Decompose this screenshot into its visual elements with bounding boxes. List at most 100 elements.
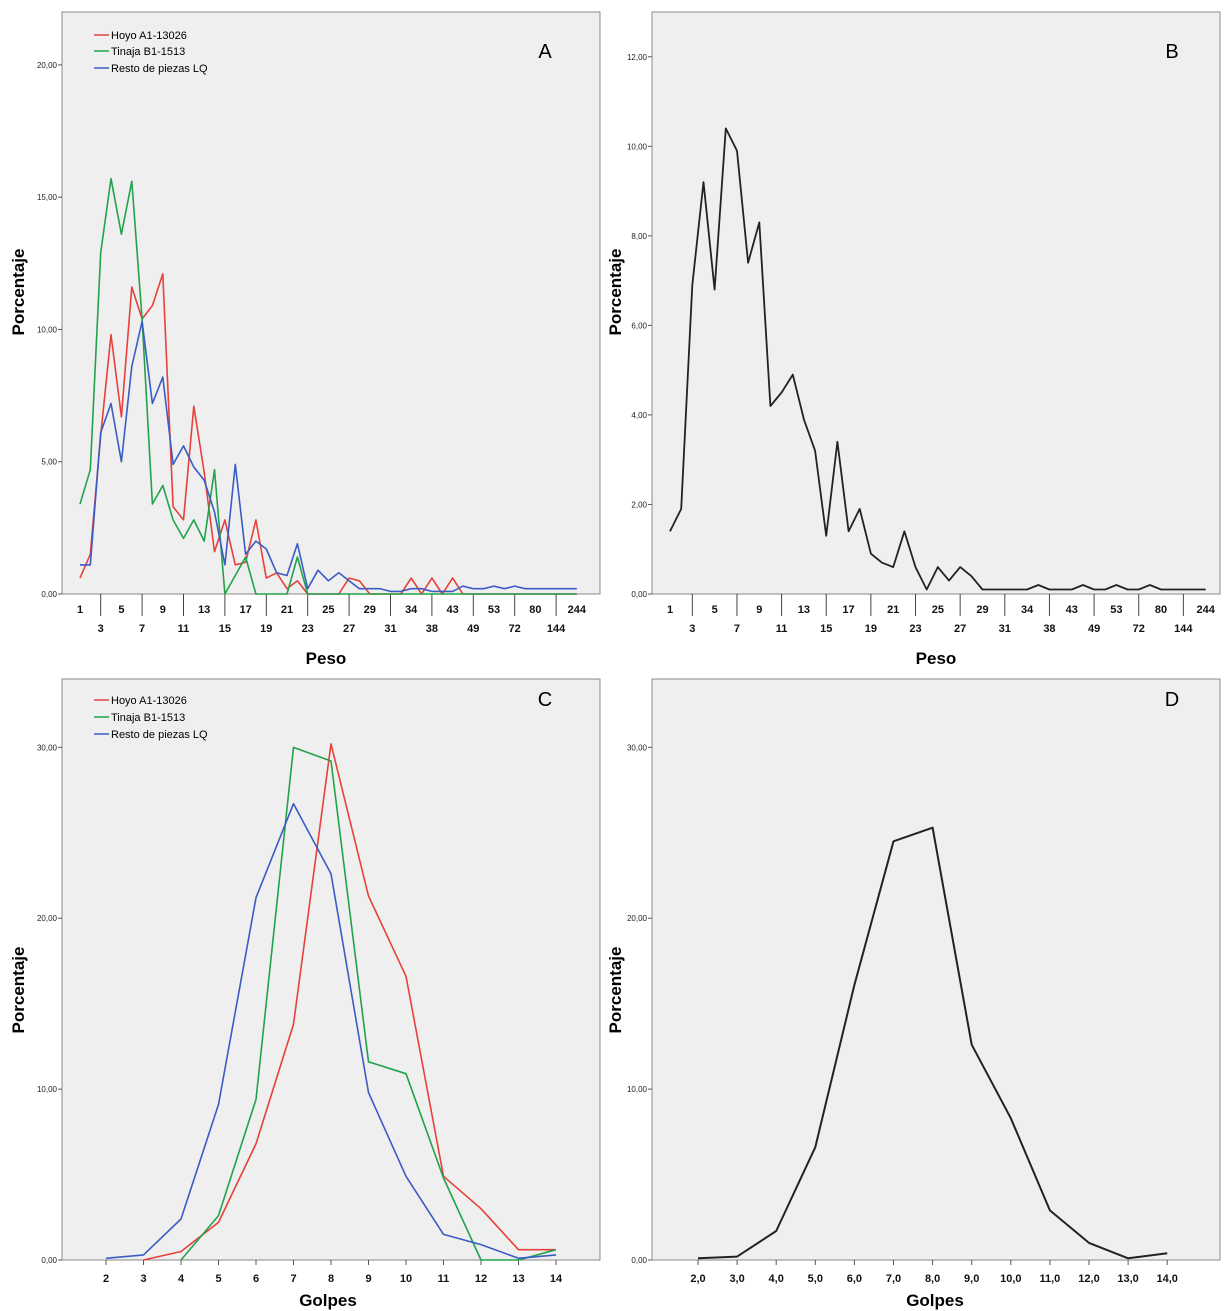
x-tick-label: 11,0 — [1039, 1273, 1060, 1285]
x-tick-label-upper: 244 — [568, 604, 587, 616]
x-tick-label: 14,0 — [1156, 1273, 1177, 1285]
x-tick-label: 13 — [512, 1273, 524, 1285]
x-tick-label: 3,0 — [729, 1273, 744, 1285]
x-tick-label-upper: 244 — [1197, 604, 1216, 616]
x-tick-label-upper: 17 — [842, 604, 854, 616]
panel-a-letter: A — [538, 41, 552, 63]
series-line-2 — [80, 320, 577, 593]
x-tick-label-lower: 15 — [219, 623, 231, 635]
panel-c-series — [105, 743, 557, 1261]
x-tick-label: 12 — [475, 1273, 487, 1285]
y-tick-label: 10,00 — [37, 1085, 58, 1094]
x-tick-label: 14 — [550, 1273, 563, 1285]
x-tick-label: 11 — [438, 1273, 450, 1285]
x-tick-label-upper: 9 — [756, 604, 762, 616]
x-tick-label-lower: 144 — [547, 623, 566, 635]
y-tick-label: 12,00 — [627, 53, 648, 62]
x-tick-label-upper: 25 — [932, 604, 944, 616]
series-line-1 — [180, 746, 557, 1261]
x-tick-label-lower: 27 — [954, 623, 966, 635]
y-tick-label: 30,00 — [627, 743, 648, 752]
panel-d-xticks: 2,0 3,0 4,0 5,0 6,0 7,0 8,0 9,0 10,0 11,0 12,0 13,0… — [690, 1260, 1178, 1285]
panel-a: A Porcentaje Peso 0,00 5,00 10,00 15,00 20,0… — [9, 11, 601, 668]
x-tick-label-upper: 29 — [976, 604, 988, 616]
panel-a-xlabel: Peso — [306, 649, 347, 668]
x-tick-label-lower: 38 — [1043, 623, 1055, 635]
x-tick-label-upper: 5 — [712, 604, 718, 616]
y-tick-label: 2,00 — [631, 500, 647, 509]
x-tick-label-lower: 15 — [820, 623, 832, 635]
x-tick-label: 2 — [103, 1273, 109, 1285]
x-tick-label-lower: 11 — [776, 623, 788, 635]
panel-b-yticks: 0,00 2,00 4,00 6,00 8,00 10,00 12,00 — [627, 53, 652, 599]
panel-a-legend: Hoyo A1-13026 Tinaja B1-1513 Resto de pi… — [94, 30, 208, 75]
y-tick-label: 10,00 — [627, 1085, 648, 1094]
x-tick-label-upper: 5 — [118, 604, 124, 616]
series-line-2 — [105, 802, 557, 1260]
x-tick-label: 6,0 — [847, 1273, 862, 1285]
panel-b-letter: B — [1165, 41, 1178, 63]
panel-d-letter: D — [1165, 689, 1179, 711]
y-tick-label: 20,00 — [627, 914, 648, 923]
series-line-1 — [79, 177, 577, 595]
x-tick-label-lower: 49 — [467, 623, 479, 635]
x-tick-label: 9 — [365, 1273, 371, 1285]
x-tick-label-lower: 3 — [689, 623, 695, 635]
x-tick-label-lower: 23 — [302, 623, 314, 635]
x-tick-label-upper: 9 — [160, 604, 166, 616]
x-tick-label-upper: 1 — [77, 604, 83, 616]
x-tick-label-lower: 49 — [1088, 623, 1100, 635]
legend-label-resto: Resto de piezas LQ — [111, 63, 208, 75]
x-tick-label: 8 — [328, 1273, 334, 1285]
y-tick-label: 0,00 — [41, 590, 57, 599]
y-tick-label: 10,00 — [627, 142, 648, 151]
panel-a-ylabel: Porcentaje — [9, 249, 28, 336]
panel-d-ylabel: Porcentaje — [606, 947, 625, 1034]
x-tick-label-lower: 144 — [1174, 623, 1193, 635]
panel-d-yticks: 0,00 10,00 20,00 30,00 — [627, 743, 652, 1265]
y-tick-label: 6,00 — [631, 321, 647, 330]
x-tick-label-lower: 72 — [1133, 623, 1145, 635]
x-tick-label-upper: 25 — [322, 604, 334, 616]
panel-a-yticks: 0,00 5,00 10,00 15,00 20,00 — [37, 61, 62, 599]
x-tick-label-upper: 21 — [281, 604, 293, 616]
x-tick-label: 5 — [215, 1273, 221, 1285]
x-tick-label-upper: 13 — [198, 604, 210, 616]
x-tick-label-lower: 3 — [98, 623, 104, 635]
panel-d-xlabel: Golpes — [906, 1291, 964, 1310]
x-tick-label-lower: 11 — [178, 623, 190, 635]
x-tick-label: 5,0 — [808, 1273, 823, 1285]
x-tick-label-lower: 31 — [384, 623, 396, 635]
y-tick-label: 20,00 — [37, 61, 58, 70]
x-tick-label: 2,0 — [690, 1273, 705, 1285]
x-tick-label-lower: 23 — [909, 623, 921, 635]
y-tick-label: 0,00 — [41, 1256, 57, 1265]
series-line-0 — [697, 826, 1168, 1260]
x-tick-label-lower: 27 — [343, 623, 355, 635]
x-tick-label: 6 — [253, 1273, 259, 1285]
x-tick-label-upper: 43 — [1066, 604, 1078, 616]
y-tick-label: 20,00 — [37, 914, 58, 923]
x-tick-label-lower: 31 — [999, 623, 1011, 635]
y-tick-label: 0,00 — [631, 1256, 647, 1265]
x-tick-label-upper: 13 — [798, 604, 810, 616]
legend-label-tinaja: Tinaja B1-1513 — [111, 46, 185, 58]
legend-label-tinaja: Tinaja B1-1513 — [111, 712, 185, 724]
x-tick-label: 8,0 — [925, 1273, 940, 1285]
x-tick-label: 3 — [140, 1273, 146, 1285]
panel-b-xlabel: Peso — [916, 649, 957, 668]
y-tick-label: 4,00 — [631, 411, 647, 420]
x-tick-label-upper: 80 — [529, 604, 541, 616]
panel-c-ylabel: Porcentaje — [9, 947, 28, 1034]
y-tick-label: 8,00 — [631, 232, 647, 241]
x-tick-label-upper: 34 — [405, 604, 418, 616]
x-tick-label: 7 — [290, 1273, 296, 1285]
panel-c-xlabel: Golpes — [299, 1291, 357, 1310]
panel-b-series — [669, 127, 1206, 591]
x-tick-label: 13,0 — [1117, 1273, 1138, 1285]
panel-c-plot-area — [61, 678, 601, 1261]
panel-c-letter: C — [538, 689, 552, 711]
panel-a-series — [79, 177, 577, 595]
x-tick-label: 4 — [178, 1273, 185, 1285]
